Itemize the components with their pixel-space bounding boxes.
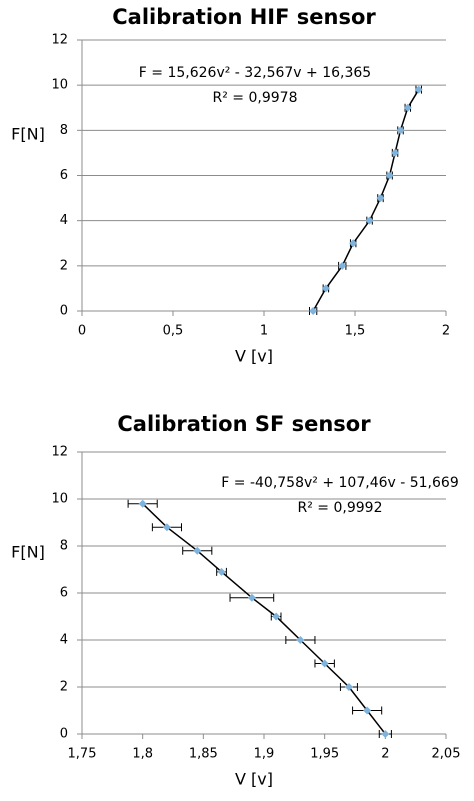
x-tick-label: 1,8: [132, 747, 153, 762]
x-tick-label: 2: [381, 747, 389, 762]
x-tick-label: 1,85: [189, 747, 218, 762]
x-tick-label: 0,5: [163, 324, 184, 339]
y-tick-label: 0: [60, 727, 68, 742]
point: [381, 730, 390, 738]
point: [403, 103, 412, 112]
point: [363, 706, 372, 715]
point: [385, 171, 394, 180]
point: [272, 612, 281, 621]
point: [296, 636, 305, 644]
x-tick-label: 1,5: [345, 324, 366, 339]
x-tick-label: 2,05: [432, 747, 461, 762]
x-tick-label: 2: [442, 324, 450, 339]
y-tick-label: 6: [60, 168, 68, 183]
point: [365, 216, 374, 225]
point: [349, 239, 358, 248]
point: [396, 126, 405, 135]
y-axis-label: F[N]: [11, 543, 45, 562]
point: [376, 194, 385, 203]
point: [247, 593, 256, 602]
point: [138, 499, 147, 508]
point: [309, 307, 318, 315]
equation: R² = 0,9992: [298, 500, 383, 516]
point: [391, 148, 400, 157]
point: [162, 523, 171, 532]
y-tick-label: 2: [60, 258, 68, 273]
y-tick-label: 12: [51, 445, 68, 460]
chart-title: Calibration HIF sensor: [112, 5, 376, 29]
point: [193, 546, 202, 555]
y-tick-label: 8: [60, 123, 68, 138]
trendline: [312, 89, 420, 312]
trendline: [142, 503, 386, 735]
y-tick-label: 10: [51, 492, 68, 507]
y-tick-label: 2: [60, 680, 68, 695]
point: [217, 567, 226, 576]
x-tick-label: 1,75: [68, 747, 97, 762]
y-axis-label: F[N]: [11, 125, 45, 144]
y-tick-label: 10: [51, 78, 68, 93]
equation: R² = 0,9978: [213, 90, 298, 106]
equation: F = 15,626v² - 32,567v + 16,365: [139, 65, 371, 81]
point: [344, 683, 353, 691]
x-tick-label: 1,95: [310, 747, 339, 762]
x-tick-label: 1,9: [254, 747, 275, 762]
y-tick-label: 6: [60, 586, 68, 601]
y-tick-label: 4: [60, 633, 68, 648]
point: [414, 85, 423, 94]
point: [320, 659, 329, 668]
y-tick-label: 12: [51, 33, 68, 48]
x-axis-label: V [v]: [235, 347, 273, 366]
point: [321, 284, 330, 293]
y-tick-label: 0: [60, 304, 68, 319]
x-tick-label: 0: [78, 324, 86, 339]
equation: F = -40,758v² + 107,46v - 51,669: [221, 475, 458, 491]
x-axis-label: V [v]: [235, 770, 273, 789]
point: [338, 261, 347, 270]
y-tick-label: 4: [60, 213, 68, 228]
chart-title: Calibration SF sensor: [117, 412, 371, 436]
y-tick-label: 8: [60, 539, 68, 554]
x-tick-label: 1: [260, 324, 268, 339]
